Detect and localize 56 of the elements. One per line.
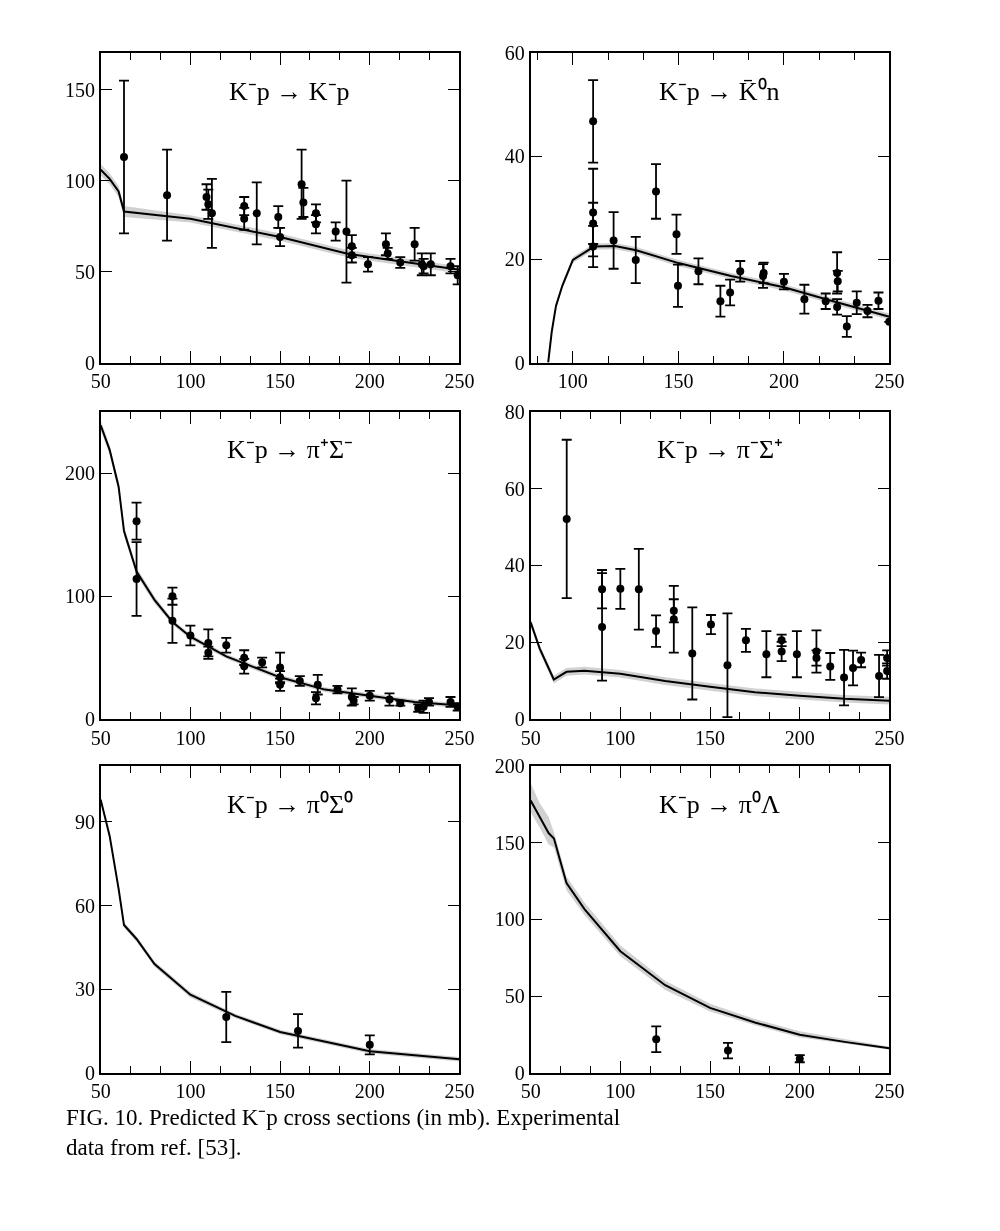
y-tick-label: 0	[514, 1061, 525, 1084]
x-tick-label: 200	[354, 726, 385, 749]
y-tick-label: 0	[84, 351, 95, 374]
text: K⁻p → π⁻Σ⁺	[657, 435, 784, 464]
y-tick-label: 0	[84, 1061, 95, 1084]
y-tick-label: 60	[504, 477, 525, 500]
y-tick-label: 80	[504, 400, 525, 423]
x-tick-label: 200	[784, 1080, 815, 1103]
x-tick-label: 150	[663, 370, 694, 393]
x-tick-label: 100	[605, 726, 636, 749]
y-tick-label: 40	[504, 145, 525, 168]
text: K⁻p → π⁰Λ	[659, 790, 780, 819]
y-tick-label: 200	[494, 755, 525, 778]
x-tick-label: 150	[695, 726, 726, 749]
y-tick-label: 30	[74, 978, 95, 1001]
y-tick-label: 150	[64, 78, 95, 101]
y-tick-label: 40	[504, 554, 525, 577]
y-tick-label: 100	[494, 908, 525, 931]
x-tick-label: 250	[874, 370, 905, 393]
text: K⁻p → K⁻p	[229, 77, 350, 106]
x-tick-label: 100	[175, 1080, 206, 1103]
y-tick-label: 20	[504, 631, 525, 654]
x-tick-label: 200	[768, 370, 799, 393]
x-tick-label: 200	[354, 370, 385, 393]
y-tick-label: 200	[64, 462, 95, 485]
text: K⁻p → π⁰Σ⁰	[227, 790, 354, 819]
x-tick-label: 250	[874, 726, 905, 749]
y-tick-label: 100	[64, 169, 95, 192]
x-tick-label: 100	[175, 370, 206, 393]
x-tick-label: 250	[874, 1080, 905, 1103]
x-tick-label: 150	[265, 1080, 296, 1103]
x-tick-label: 150	[265, 370, 296, 393]
y-tick-label: 60	[74, 894, 95, 917]
text: K⁻p → π⁺Σ⁻	[227, 435, 354, 464]
y-tick-label: 0	[514, 351, 525, 374]
y-tick-label: 100	[64, 585, 95, 608]
caption: FIG. 10. Predicted K⁻p cross sections (in mb). Experimental data from ref. [53].	[66, 1105, 621, 1160]
x-tick-label: 100	[175, 726, 206, 749]
y-tick-label: 50	[504, 985, 525, 1008]
y-tick-label: 0	[84, 708, 95, 731]
text: K⁻p → K̄⁰n	[659, 77, 780, 106]
x-tick-label: 100	[605, 1080, 636, 1103]
x-tick-label: 250	[444, 370, 475, 393]
x-tick-label: 200	[354, 1080, 385, 1103]
y-tick-label: 20	[504, 248, 525, 271]
y-tick-label: 50	[74, 260, 95, 283]
x-tick-label: 250	[444, 726, 475, 749]
x-tick-label: 200	[784, 726, 815, 749]
x-tick-label: 250	[444, 1080, 475, 1103]
x-tick-label: 150	[695, 1080, 726, 1103]
y-tick-label: 60	[504, 42, 525, 65]
y-tick-label: 0	[514, 708, 525, 731]
y-tick-label: 90	[74, 810, 95, 833]
x-tick-label: 150	[265, 726, 296, 749]
y-tick-label: 150	[494, 831, 525, 854]
x-tick-label: 100	[557, 370, 588, 393]
